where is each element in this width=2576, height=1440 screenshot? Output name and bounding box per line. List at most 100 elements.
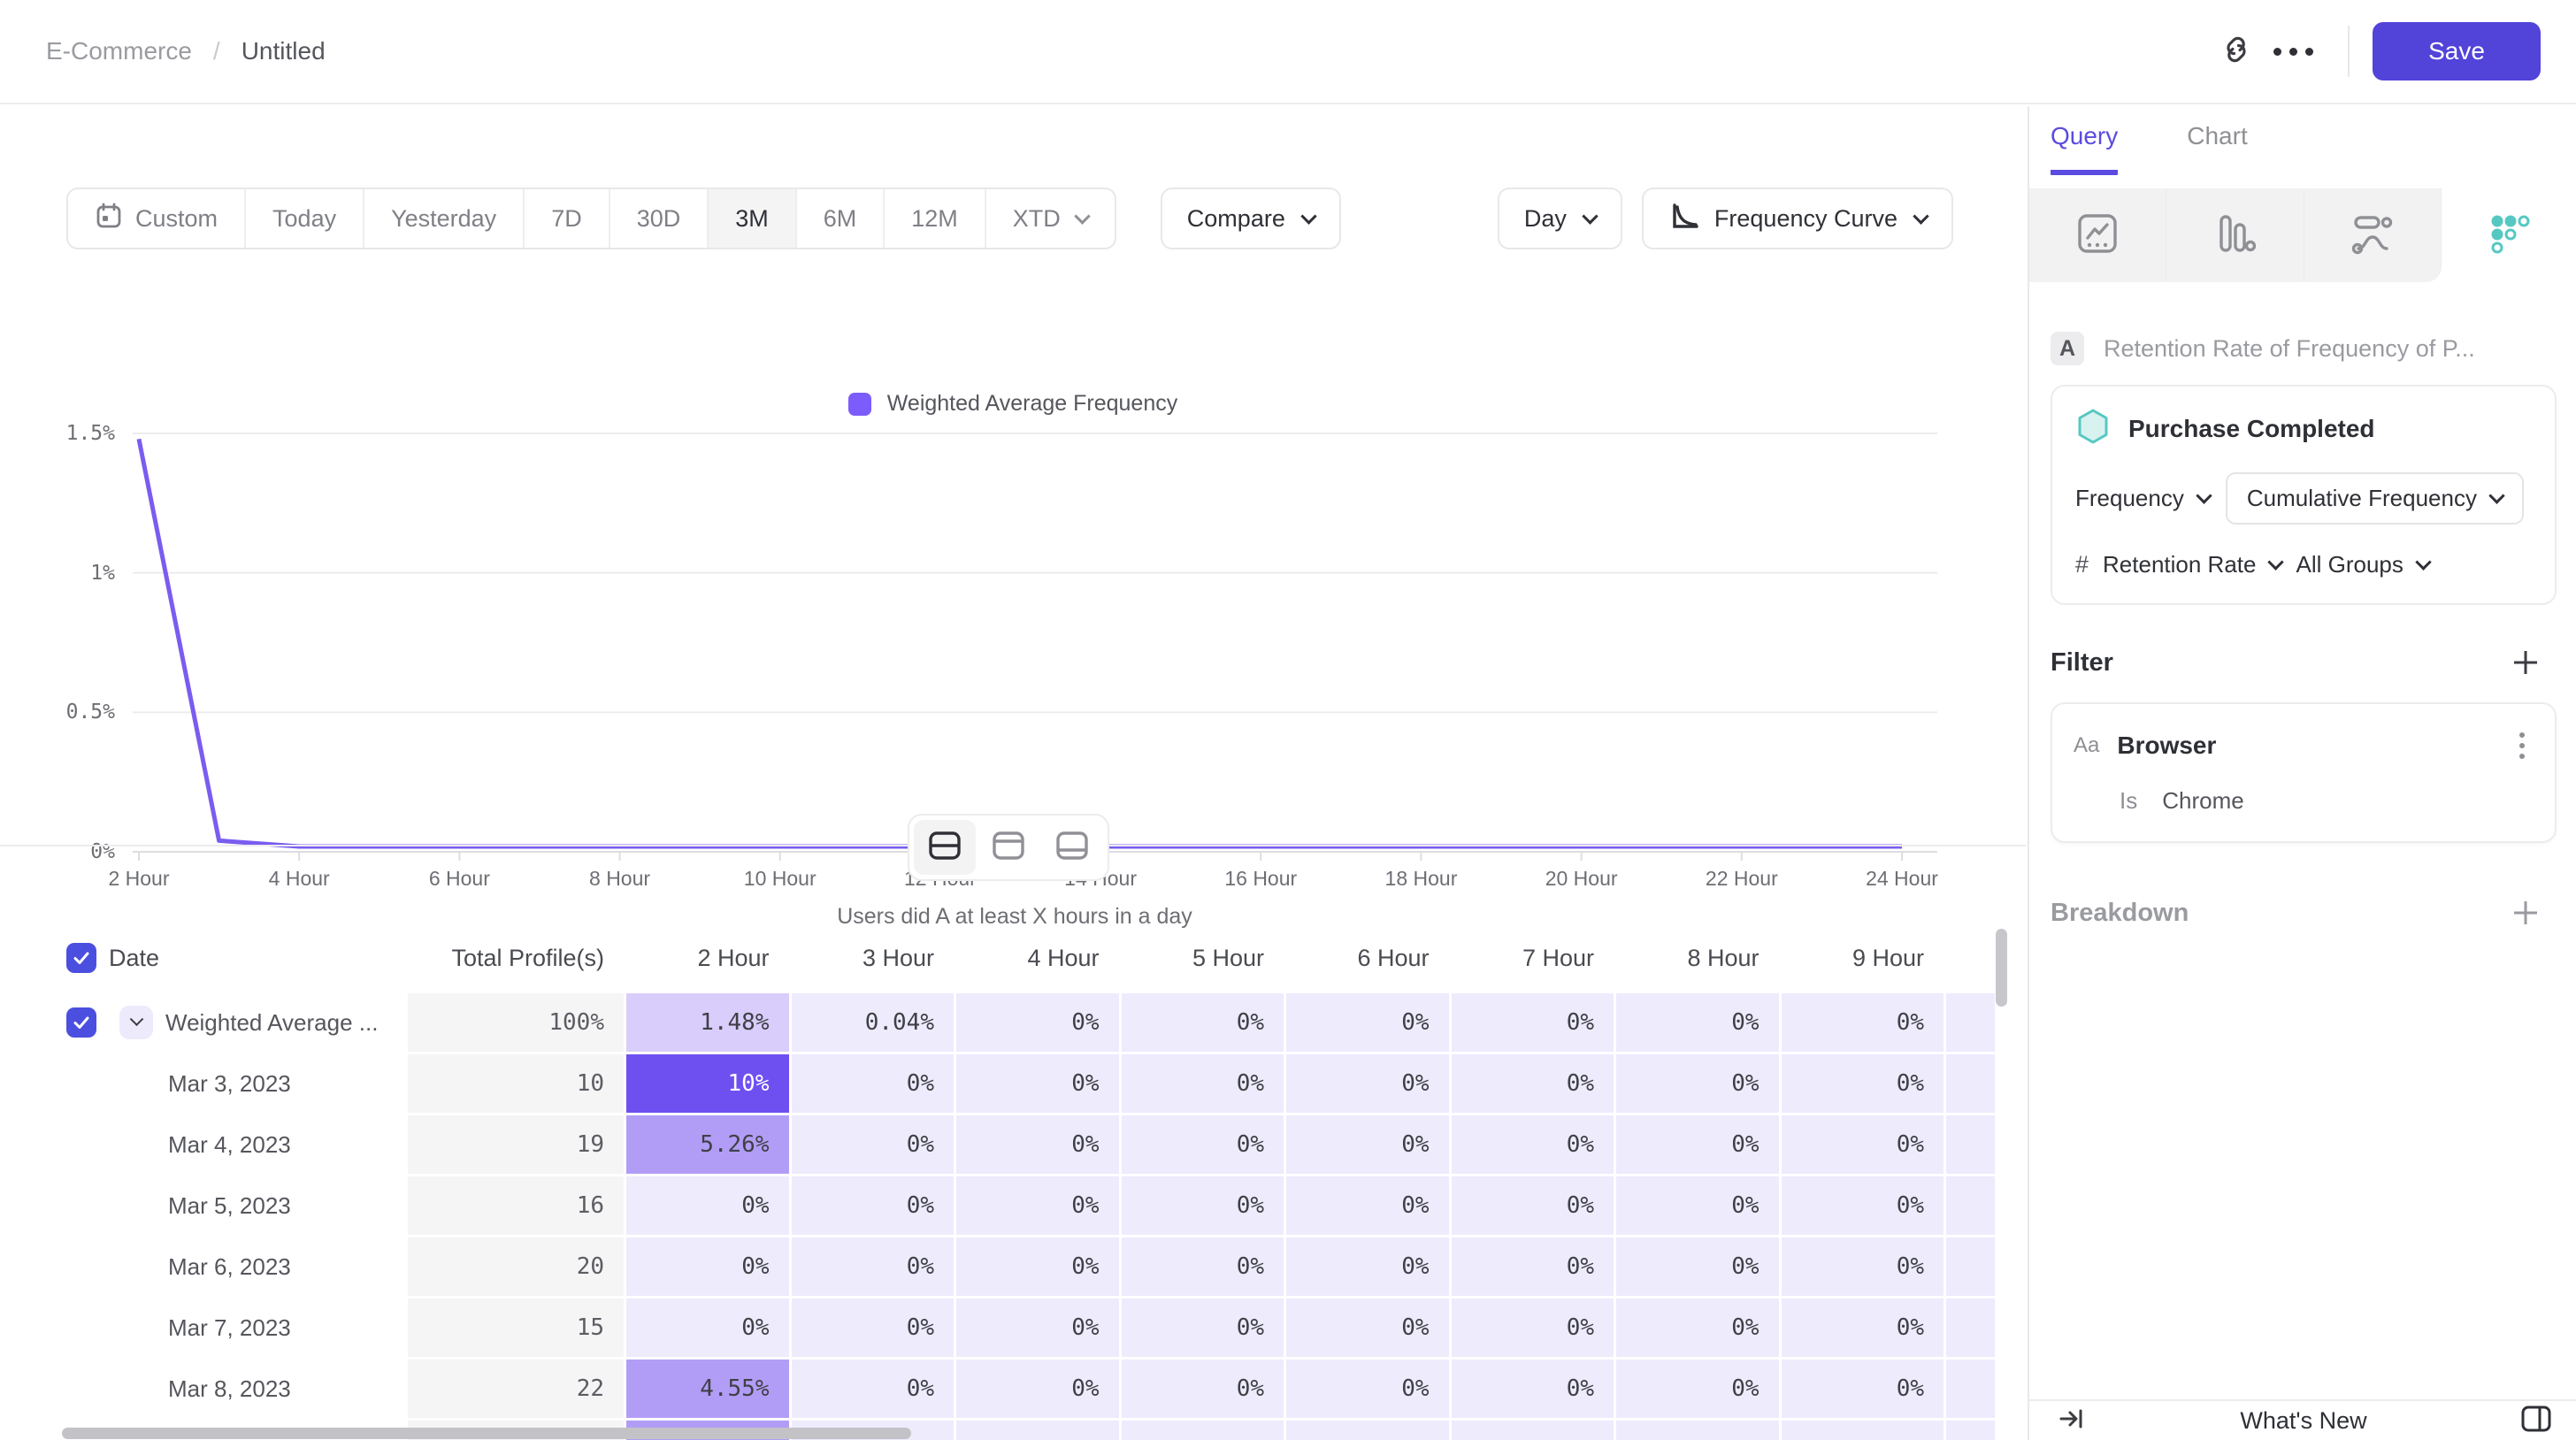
table-row-label: Weighted Average ... xyxy=(66,993,405,1052)
query-step-row: A Retention Rate of Frequency of P... xyxy=(2051,332,2557,365)
row-checkbox[interactable] xyxy=(66,943,96,973)
filter-condition-row: Is Chrome xyxy=(2074,787,2534,815)
add-filter-button[interactable] xyxy=(2511,647,2541,678)
range-12m[interactable]: 12M xyxy=(885,189,986,248)
filter-operator[interactable]: Is xyxy=(2120,787,2138,814)
x-tick-label: 4 Hour xyxy=(268,867,330,890)
chevron-down-icon xyxy=(1582,207,1598,225)
breadcrumb: E-Commerce / Untitled xyxy=(46,37,326,65)
table-row-label: Mar 3, 2023 xyxy=(66,1054,405,1113)
granularity-button[interactable]: Day xyxy=(1497,188,1622,249)
arrow-to-line-icon xyxy=(2058,1406,2084,1436)
insight-tab-retention[interactable] xyxy=(2441,188,2576,282)
tab-chart[interactable]: Chart xyxy=(2187,122,2248,149)
panel-layout-button[interactable] xyxy=(2514,1402,2558,1439)
calendar-icon xyxy=(95,202,123,236)
table-header-7-hour: 7 Hour xyxy=(1522,944,1594,971)
value-cell: 0% xyxy=(956,1237,1119,1296)
value-cell: 0% xyxy=(956,1298,1119,1357)
filter-value[interactable]: Chrome xyxy=(2162,787,2244,814)
total-profiles-cell: 20 xyxy=(408,1237,624,1296)
hash-icon: # xyxy=(2075,551,2089,578)
chart-legend[interactable]: Weighted Average Frequency xyxy=(0,391,2026,417)
table-header-3-hour: 3 Hour xyxy=(862,944,934,971)
value-cell: 0% xyxy=(956,1360,1119,1418)
row-date-label: Weighted Average ... xyxy=(165,1008,379,1036)
sidebar-tabs: Query Chart xyxy=(2051,122,2248,175)
filter-section-header: Filter xyxy=(2051,647,2557,678)
event-selector[interactable]: Purchase Completed xyxy=(2075,408,2532,449)
range-xtd[interactable]: XTD xyxy=(986,189,1115,248)
link-icon xyxy=(2221,34,2251,69)
value-cell: 0.04% xyxy=(791,993,954,1052)
row-date-label: Mar 5, 2023 xyxy=(168,1191,291,1219)
value-cell: 1.48% xyxy=(626,993,789,1052)
aggregation-dropdown[interactable]: Retention Rate xyxy=(2103,551,2285,578)
insight-tab-insights-chart[interactable] xyxy=(2029,188,2167,282)
view-toggle-split-view[interactable] xyxy=(914,820,976,875)
insight-tab-flow[interactable] xyxy=(2304,188,2442,282)
filter-menu-button[interactable] xyxy=(2511,727,2534,764)
add-breakdown-button[interactable] xyxy=(2511,898,2541,928)
total-profiles-cell: 10 xyxy=(408,1054,624,1113)
range-7d[interactable]: 7D xyxy=(525,189,610,248)
value-cell: 0% xyxy=(1946,993,1995,1052)
range-custom[interactable]: Custom xyxy=(68,189,247,248)
value-cell: 0% xyxy=(791,1298,954,1357)
range-yesterday[interactable]: Yesterday xyxy=(364,189,525,248)
value-cell: 0% xyxy=(1451,993,1614,1052)
expand-row-button[interactable] xyxy=(119,1006,153,1039)
breadcrumb-workspace[interactable]: E-Commerce xyxy=(46,37,192,65)
group-dropdown[interactable]: All Groups xyxy=(2296,551,2432,578)
whats-new-link[interactable]: What's New xyxy=(2240,1406,2367,1434)
value-cell: 0% xyxy=(1946,1298,1995,1357)
value-cell: 0% xyxy=(791,1176,954,1235)
filter-property-name[interactable]: Browser xyxy=(2117,731,2217,759)
funnel-icon xyxy=(2213,212,2257,259)
value-cell xyxy=(1781,1421,1944,1440)
share-link-button[interactable] xyxy=(2208,23,2265,80)
value-cell: 0% xyxy=(1121,1054,1284,1113)
step-title[interactable]: Retention Rate of Frequency of P... xyxy=(2104,334,2475,362)
collapse-sidebar-button[interactable] xyxy=(2049,1402,2093,1439)
breadcrumb-separator: / xyxy=(212,37,220,65)
total-profiles-cell: 100% xyxy=(408,993,624,1052)
legend-swatch xyxy=(847,392,871,416)
value-cell: 0% xyxy=(626,1176,789,1235)
value-cell: 0% xyxy=(1946,1054,1995,1113)
compare-button[interactable]: Compare xyxy=(1160,188,1341,249)
range-3m[interactable]: 3M xyxy=(709,189,797,248)
chevron-down-icon xyxy=(1074,207,1091,225)
chart-type-button[interactable]: Frequency Curve xyxy=(1641,188,1953,249)
table-header-9-hour: 9 Hour xyxy=(1852,944,1924,971)
event-hexagon-icon xyxy=(2075,408,2111,449)
breadcrumb-report-name[interactable]: Untitled xyxy=(241,37,326,65)
measure-mode-dropdown[interactable]: Cumulative Frequency xyxy=(2225,472,2524,525)
filter-card: Aa Browser Is Chrome xyxy=(2051,702,2557,843)
value-cell: 4.55% xyxy=(626,1360,789,1418)
range-30d[interactable]: 30D xyxy=(610,189,709,248)
row-checkbox[interactable] xyxy=(66,1007,96,1038)
report-canvas: Custom Today Yesterday 7D 30D 3M 6M 12M XTD Comp… xyxy=(0,106,2026,1440)
value-cell: 0% xyxy=(1121,1298,1284,1357)
topbar-divider xyxy=(2348,26,2350,77)
value-cell xyxy=(1616,1421,1779,1440)
range-today[interactable]: Today xyxy=(246,189,365,248)
table-vertical-scrollbar[interactable] xyxy=(1996,929,2007,1007)
measure-dropdown[interactable]: Frequency xyxy=(2075,485,2212,512)
value-cell: 0% xyxy=(956,1054,1119,1113)
tab-query[interactable]: Query xyxy=(2051,122,2119,175)
table-horizontal-scrollbar[interactable] xyxy=(62,1428,911,1439)
chevron-down-icon xyxy=(2415,554,2432,571)
view-toggle-table-only[interactable] xyxy=(1041,820,1103,875)
more-menu-button[interactable] xyxy=(2265,23,2321,80)
save-button[interactable]: Save xyxy=(2373,22,2541,80)
filter-heading: Filter xyxy=(2051,647,2113,677)
results-table: Date Total Profile(s) 2 Hour 3 Hour 4 Hour 5 … xyxy=(66,925,1995,1440)
value-cell: 0% xyxy=(1616,1054,1779,1113)
insight-tab-funnel[interactable] xyxy=(2166,188,2304,282)
value-cell: 0% xyxy=(1616,993,1779,1052)
range-6m[interactable]: 6M xyxy=(797,189,886,248)
view-toggle-chart-only[interactable] xyxy=(978,820,1039,875)
insights-chart-icon xyxy=(2076,212,2119,259)
